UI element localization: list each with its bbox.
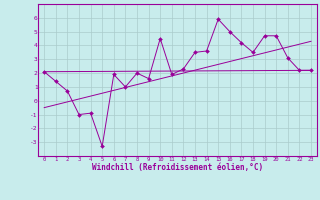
X-axis label: Windchill (Refroidissement éolien,°C): Windchill (Refroidissement éolien,°C) bbox=[92, 163, 263, 172]
